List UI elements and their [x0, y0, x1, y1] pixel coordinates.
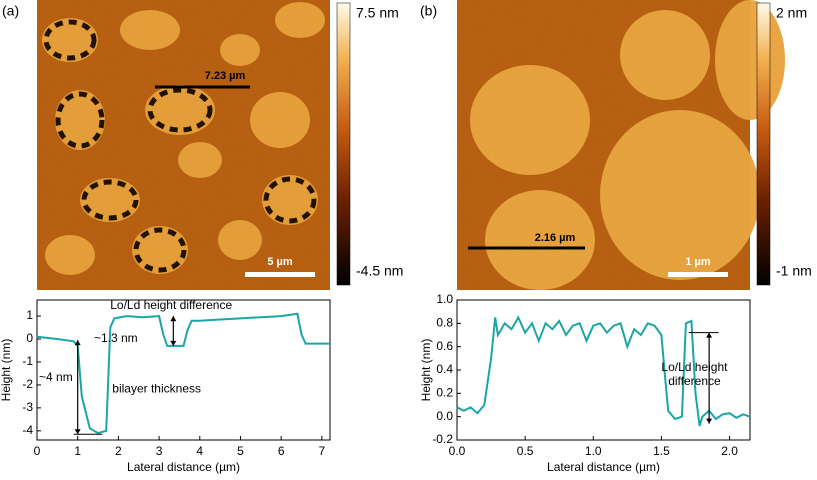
- x-tick-label: 1: [74, 444, 81, 458]
- x-tick-label: 0.5: [517, 444, 534, 458]
- colorbar: [336, 2, 351, 286]
- y-tick-label: 1.0: [436, 292, 453, 306]
- arrowhead: [170, 316, 177, 322]
- annotation: Lo/Ld height: [661, 360, 728, 374]
- y-axis-label: Height (nm): [419, 339, 433, 402]
- annotation: difference: [668, 374, 721, 388]
- colorbar: [756, 2, 771, 286]
- y-tick-label: -4: [22, 423, 33, 437]
- arrowhead: [706, 418, 713, 424]
- y-tick-label: 0.0: [436, 409, 453, 423]
- x-tick-label: 1.0: [585, 444, 602, 458]
- x-tick-label: 0: [34, 444, 41, 458]
- data-line: [456, 315, 751, 427]
- colorbar-max: 7.5 nm: [356, 5, 399, 21]
- y-tick-label: -3: [22, 400, 33, 414]
- y-tick-label: 1: [26, 308, 33, 322]
- scale-bar-label: 5 µm: [267, 256, 293, 268]
- panel-label: (b): [420, 3, 437, 19]
- x-tick-label: 2: [115, 444, 122, 458]
- arrowhead: [706, 332, 713, 338]
- x-tick-label: 6: [278, 444, 285, 458]
- y-tick-label: -1: [22, 354, 33, 368]
- y-tick-label: 0: [26, 331, 33, 345]
- scale-bar-label: 1 µm: [685, 256, 711, 268]
- arrowhead: [170, 340, 177, 346]
- colorbar-min: -4.5 nm: [356, 263, 403, 279]
- panel-label: (a): [2, 3, 19, 19]
- afm-image-a: [37, 0, 330, 290]
- annotation: ~1.3 nm: [94, 331, 138, 345]
- x-tick-label: 1.5: [653, 444, 670, 458]
- x-tick-label: 4: [196, 444, 203, 458]
- colorbar-max: 2 nm: [776, 5, 807, 21]
- y-tick-label: 0.8: [436, 316, 453, 330]
- x-tick-label: 5: [237, 444, 244, 458]
- y-tick-label: -0.2: [432, 432, 453, 446]
- y-axis-label: Height (nm): [0, 339, 13, 402]
- x-tick-label: 2.0: [721, 444, 738, 458]
- line-label: 7.23 µm: [205, 70, 246, 82]
- annotation: bilayer thickness: [112, 382, 201, 396]
- colorbar-min: -1 nm: [776, 263, 812, 279]
- plot-frame: [36, 299, 331, 441]
- arrowhead: [74, 340, 81, 346]
- x-tick-label: 7: [319, 444, 326, 458]
- data-line: [36, 312, 330, 435]
- annotation: ~4 nm: [39, 370, 73, 384]
- annotation: Lo/Ld height difference: [110, 298, 232, 312]
- line-label: 2.16 µm: [535, 232, 576, 244]
- x-axis-label: Lateral distance (µm): [547, 460, 660, 474]
- y-tick-label: 0.6: [436, 339, 453, 353]
- arrowhead: [74, 429, 81, 435]
- y-tick-label: 0.4: [436, 362, 453, 376]
- afm-image-b: [457, 0, 785, 290]
- y-tick-label: 0.2: [436, 386, 453, 400]
- x-tick-label: 3: [156, 444, 163, 458]
- x-axis-label: Lateral distance (µm): [127, 460, 240, 474]
- x-tick-label: 0.0: [449, 444, 466, 458]
- y-tick-label: -2: [22, 377, 33, 391]
